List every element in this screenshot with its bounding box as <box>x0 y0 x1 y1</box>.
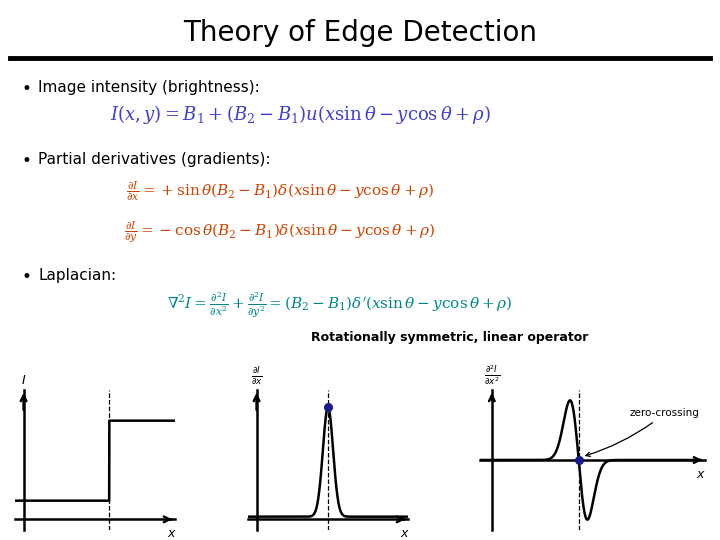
Text: $x$: $x$ <box>696 468 706 481</box>
Text: •: • <box>22 152 32 170</box>
Text: Theory of Edge Detection: Theory of Edge Detection <box>183 19 537 47</box>
Text: zero-crossing: zero-crossing <box>586 408 700 456</box>
Text: $I$: $I$ <box>21 374 26 387</box>
Text: Rotationally symmetric, linear operator: Rotationally symmetric, linear operator <box>311 332 589 345</box>
Text: $\frac{\partial I}{\partial x}$: $\frac{\partial I}{\partial x}$ <box>251 366 263 387</box>
Text: Image intensity (brightness):: Image intensity (brightness): <box>38 80 260 95</box>
Text: $\frac{\partial I}{\partial x}=+\sin\theta(B_2-B_1)\delta(x\sin\theta-y\cos\thet: $\frac{\partial I}{\partial x}=+\sin\the… <box>126 180 434 204</box>
Text: $\frac{\partial I}{\partial y}=-\cos\theta(B_2-B_1)\delta(x\sin\theta-y\cos\thet: $\frac{\partial I}{\partial y}=-\cos\the… <box>125 219 436 245</box>
Text: •: • <box>22 268 32 286</box>
Text: $I(x,y)= B_1+(B_2-B_1)u(x\sin\theta - y\cos\theta+\rho)$: $I(x,y)= B_1+(B_2-B_1)u(x\sin\theta - y\… <box>109 103 490 125</box>
Text: $\nabla^2 I=\frac{\partial^2 I}{\partial x^2}+\frac{\partial^2 I}{\partial y^2}=: $\nabla^2 I=\frac{\partial^2 I}{\partial… <box>167 291 513 320</box>
Text: $x$: $x$ <box>167 528 177 540</box>
Text: Partial derivatives (gradients):: Partial derivatives (gradients): <box>38 152 271 167</box>
Text: $x$: $x$ <box>400 528 410 540</box>
Text: $\frac{\partial^2 I}{\partial x^2}$: $\frac{\partial^2 I}{\partial x^2}$ <box>484 363 500 387</box>
Text: Laplacian:: Laplacian: <box>38 268 116 283</box>
Text: •: • <box>22 80 32 98</box>
